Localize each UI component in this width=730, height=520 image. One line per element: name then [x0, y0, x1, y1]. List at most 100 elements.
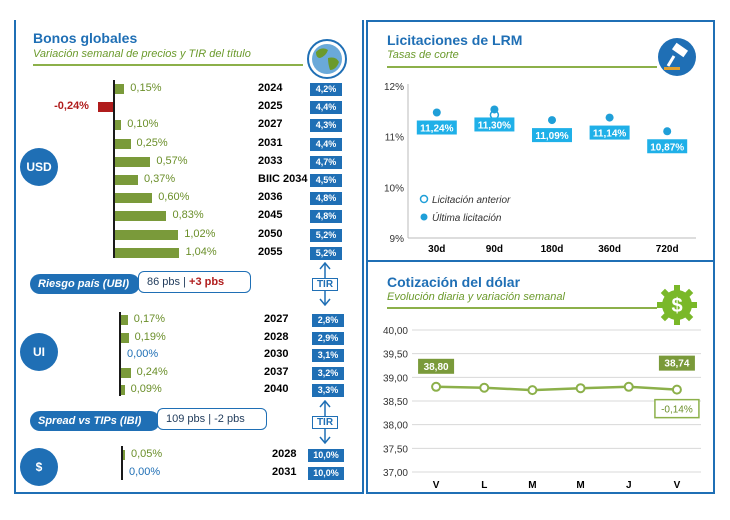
bond-year: 2040	[264, 383, 289, 395]
peso-axis	[121, 446, 123, 480]
lrm-title: Licitaciones de LRM	[387, 32, 523, 48]
y-tick-label: 38,00	[383, 421, 408, 432]
bond-year: 2050	[258, 227, 283, 240]
bond-change: 0,10%	[127, 118, 159, 131]
dollar-gear-icon: $	[656, 284, 698, 326]
last-label-box	[658, 355, 695, 371]
riesgo-pais-label: Riesgo país (UBI)	[30, 274, 140, 294]
bond-tir: 10,0%	[308, 449, 344, 462]
bond-bar	[115, 247, 180, 258]
bond-tir: 3,2%	[312, 366, 344, 380]
bond-year: 2045	[258, 209, 283, 222]
ui-badge: UI	[20, 333, 58, 371]
bond-tir: 4,3%	[310, 119, 342, 133]
riesgo-pais-value: 86 pbs	[147, 276, 181, 288]
data-label-box	[474, 117, 515, 132]
y-tick-label: 9%	[390, 234, 405, 245]
series-point	[479, 382, 490, 393]
x-tick-label: V	[674, 480, 681, 491]
last-label: 38,74	[664, 359, 689, 370]
spread-sep: |	[208, 413, 212, 425]
gavel-icon	[656, 36, 698, 78]
series-point	[623, 381, 634, 392]
bond-year: 2028	[272, 448, 297, 460]
bond-tir: 5,2%	[310, 246, 342, 260]
series-point	[671, 384, 682, 395]
bond-year: 2030	[264, 348, 289, 360]
lrm-rule	[387, 66, 657, 68]
bond-change: 0,09%	[130, 383, 162, 395]
ui-axis	[119, 312, 121, 396]
data-label: 11,14%	[593, 129, 626, 140]
bond-change: -0,24%	[54, 100, 89, 113]
bond-bar	[98, 102, 113, 113]
bond-tir: 4,8%	[310, 210, 342, 224]
series-point	[575, 383, 586, 394]
bond-bar	[121, 367, 131, 378]
bond-tir: 4,7%	[310, 155, 342, 169]
x-tick-label: M	[528, 480, 536, 491]
dolar-subtitle: Evolución diaria y variación semanal	[387, 291, 565, 303]
usd-badge: USD	[20, 148, 58, 186]
bond-bar	[115, 84, 125, 94]
bond-bar	[123, 450, 125, 460]
x-tick-label: 90d	[486, 244, 503, 255]
bond-bar	[115, 175, 138, 185]
bond-tir: 2,8%	[312, 314, 344, 327]
bond-year: 2025	[258, 100, 283, 113]
bond-tir: 2,9%	[312, 331, 344, 345]
x-tick-label: 720d	[656, 244, 679, 255]
spread-value: 109 pbs	[166, 413, 206, 425]
data-label-box	[416, 120, 457, 135]
data-label: 10,87%	[650, 142, 684, 153]
series-point	[527, 385, 538, 396]
bond-tir: 4,5%	[310, 174, 342, 187]
bond-tir: 4,4%	[310, 137, 342, 151]
bond-year: 2033	[258, 154, 283, 167]
spread-change: -2 pbs	[214, 413, 245, 425]
bond-year: 2031	[258, 136, 283, 149]
bond-year: 2024	[258, 82, 283, 94]
bond-bar	[115, 120, 122, 131]
bond-change: 0,00%	[129, 465, 161, 478]
spread-box: 109 pbs | -2 pbs	[157, 408, 267, 430]
x-tick-label: V	[433, 480, 440, 491]
series-point	[431, 381, 442, 392]
x-tick-label: J	[626, 480, 632, 491]
bond-year: 2027	[258, 118, 283, 131]
bond-year: 2036	[258, 191, 283, 204]
bond-year: 2055	[258, 245, 283, 258]
y-tick-label: 11%	[385, 133, 404, 144]
x-tick-label: L	[481, 480, 487, 491]
bond-bar	[115, 138, 131, 149]
first-label-box	[418, 358, 455, 374]
bond-change: 0,15%	[130, 82, 162, 94]
last-point	[432, 108, 441, 117]
riesgo-pais-sep: |	[183, 276, 186, 288]
legend-last-marker	[420, 213, 428, 221]
series-line	[436, 385, 677, 392]
x-tick-label: 30d	[428, 244, 445, 255]
y-tick-label: 37,50	[383, 444, 408, 455]
bond-bar	[115, 211, 167, 222]
y-tick-label: 39,50	[383, 350, 408, 361]
x-tick-label: M	[576, 480, 584, 491]
bond-bar	[121, 315, 128, 325]
last-point	[605, 113, 614, 122]
first-label: 38,80	[424, 362, 449, 373]
tir-tag-2: TIR	[312, 416, 338, 429]
data-label: 11,09%	[535, 131, 568, 142]
bond-year: 2027	[264, 313, 289, 325]
bonos-subtitle: Variación semanal de precios y TIR del t…	[33, 48, 251, 60]
bond-year: 2028	[264, 330, 289, 343]
dolar-chart: 40,00 39,50 39,00 38,50 38,00 37,50 37,00 V L M M J…	[383, 326, 701, 491]
legend-prev-label: Licitación anterior	[432, 195, 511, 206]
data-label-box	[532, 128, 572, 143]
bond-tir: 4,2%	[310, 83, 342, 96]
bond-change: 0,19%	[134, 330, 166, 343]
bond-tir: 4,4%	[310, 101, 342, 115]
legend-last-label: Última licitación	[432, 211, 502, 224]
bond-tir: 3,1%	[312, 349, 344, 362]
bonos-title: Bonos globales	[33, 30, 138, 46]
y-tick-label: 37,00	[383, 468, 408, 479]
